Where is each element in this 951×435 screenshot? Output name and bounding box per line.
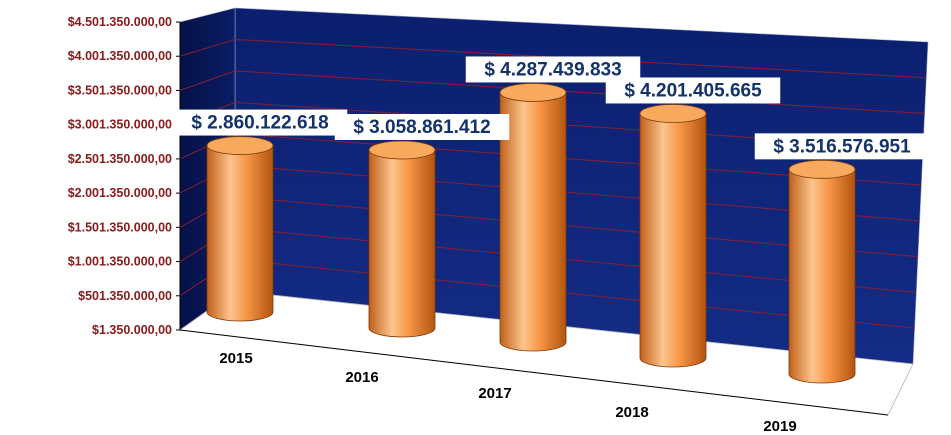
bar-body (369, 150, 435, 337)
x-tick-label: 2018 (615, 404, 648, 421)
bar-cylinder (207, 137, 273, 321)
y-tick-label: $3.001.350.000,00 (68, 118, 172, 132)
x-tick-label: 2016 (345, 369, 378, 386)
bar-top (369, 141, 435, 159)
data-label-text: $ 2.860.122.618 (191, 113, 328, 134)
bar-top (640, 104, 706, 122)
y-tick-label: $4.501.350.000,00 (68, 15, 172, 29)
data-label-text: $ 3.058.861.412 (353, 117, 490, 138)
y-axis-tick-labels: $1.350.000,00 $501.350.000,00 $1.001.350.0… (68, 15, 180, 337)
y-tick-label: $501.350.000,00 (78, 289, 172, 303)
bar-cylinder (640, 104, 706, 367)
y-tick-label: $2.001.350.000,00 (68, 186, 172, 200)
data-label: $ 3.058.861.412 (335, 114, 510, 140)
y-tick-label: $1.501.350.000,00 (68, 220, 172, 234)
data-label: $ 2.860.122.618 (173, 110, 348, 136)
data-label-text: $ 3.516.576.951 (773, 136, 911, 157)
bar-cylinder (500, 83, 566, 351)
data-label: $ 4.201.405.665 (606, 77, 781, 103)
bar-top (500, 83, 566, 101)
bar-body (789, 169, 855, 383)
bar-body (640, 113, 706, 367)
bar-body (207, 146, 273, 321)
x-tick-label: 2019 (763, 418, 796, 435)
bar-body (500, 92, 566, 351)
bar-cylinder (789, 160, 855, 383)
bar-cylinder (369, 141, 435, 337)
data-label-text: $ 4.287.439.833 (484, 59, 621, 80)
y-tick-label: $4.001.350.000,00 (68, 49, 172, 63)
x-tick-label: 2017 (478, 385, 511, 402)
data-label-text: $ 4.201.405.665 (624, 80, 762, 101)
y-tick-label: $1.350.000,00 (92, 323, 172, 337)
data-label: $ 3.516.576.951 (755, 133, 930, 159)
bar-top (207, 137, 273, 155)
y-tick-label: $3.501.350.000,00 (68, 83, 172, 97)
y-tick-label: $2.501.350.000,00 (68, 152, 172, 166)
y-tick-label: $1.001.350.000,00 (68, 255, 172, 269)
x-tick-label: 2015 (219, 350, 252, 367)
bar-top (789, 160, 855, 178)
